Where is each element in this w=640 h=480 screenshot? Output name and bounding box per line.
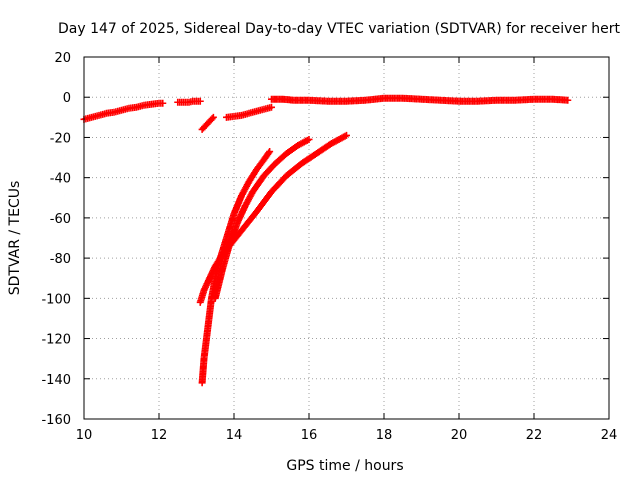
data-point [564, 96, 572, 104]
x-tick-label: 12 [151, 428, 168, 443]
chart-title: Day 147 of 2025, Sidereal Day-to-day VTE… [58, 21, 620, 37]
y-tick-label: -160 [41, 413, 71, 428]
x-tick-label: 18 [376, 428, 393, 443]
x-tick-label: 16 [301, 428, 318, 443]
y-tick-label: -120 [41, 333, 71, 348]
data-points [80, 94, 572, 387]
y-tick-label: 20 [54, 51, 71, 66]
y-tick-label: -140 [41, 373, 71, 388]
y-tick-label: 0 [63, 91, 71, 106]
series-arc-c [196, 131, 350, 306]
plot-frame [83, 56, 610, 420]
data-point [343, 131, 350, 139]
x-tick-label: 22 [526, 428, 543, 443]
y-tick-label: -60 [50, 212, 71, 227]
y-tick-label: -20 [50, 131, 71, 146]
series-segment-5 [268, 94, 572, 105]
data-point [209, 113, 217, 121]
x-tick-label: 24 [601, 428, 618, 443]
series-segment-2 [174, 97, 204, 106]
series-arc-b [211, 135, 313, 302]
series-segment-4 [223, 103, 275, 121]
y-tick-label: -80 [50, 252, 71, 267]
data-point [341, 132, 349, 140]
x-tick-label: 20 [451, 428, 468, 443]
x-axis-label: GPS time / hours [286, 458, 403, 474]
data-point [265, 149, 273, 157]
series-segment-3 [198, 113, 217, 133]
data-point [208, 115, 216, 123]
x-tick-label: 14 [226, 428, 243, 443]
y-tick-label: -100 [41, 292, 71, 307]
x-tick-label: 10 [76, 428, 93, 443]
data-point [196, 97, 204, 105]
data-point [266, 148, 274, 156]
axis-ticks: 10 12 14 16 18 20 22 24 20 0 -20 -40 -60 -80 -100 -120 -… [41, 51, 617, 443]
data-point [305, 135, 313, 143]
y-axis-label: SDTVAR / TECUs [7, 181, 23, 296]
data-point [268, 103, 275, 111]
data-point [159, 99, 167, 107]
y-tick-label: -40 [50, 172, 71, 187]
